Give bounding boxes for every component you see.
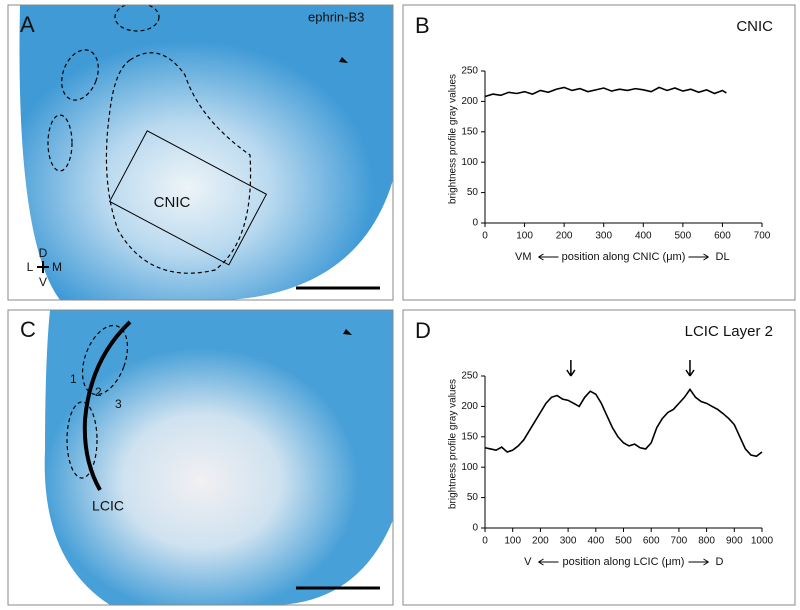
chart-title: LCIC Layer 2	[685, 323, 773, 340]
x-tick-label: 300	[595, 231, 612, 242]
x-tick-label: 200	[556, 231, 573, 242]
orient-l: L	[27, 260, 34, 274]
layer-label: 3	[115, 397, 122, 411]
x-tick-label: 0	[482, 231, 488, 242]
x-tick-label: 300	[560, 536, 577, 547]
x-tick-label: 100	[516, 231, 533, 242]
y-tick-label: 200	[461, 401, 478, 412]
x-tick-label: 800	[698, 536, 715, 547]
panel-a	[8, 5, 393, 300]
x-tick-label: 500	[675, 231, 692, 242]
arrow-left	[538, 253, 559, 261]
y-tick-label: 50	[467, 187, 479, 198]
x-tick-label: 100	[504, 536, 521, 547]
x-axis-label-left: V	[524, 556, 532, 568]
tissue	[19, 5, 393, 300]
y-tick-label: 100	[461, 157, 478, 168]
x-tick-label: 700	[671, 536, 688, 547]
x-axis-label-right: DL	[716, 251, 730, 263]
chart-title: CNIC	[736, 18, 773, 35]
region-label: LCIC	[92, 498, 124, 514]
y-axis-label: brightness profile gray values	[448, 379, 459, 509]
panel-label: C	[20, 317, 36, 342]
line	[484, 387, 763, 458]
x-tick-label: 700	[754, 231, 771, 242]
y-tick-label: 250	[461, 371, 478, 382]
y-tick-label: 50	[467, 492, 479, 503]
x-tick-label: 1000	[751, 536, 774, 547]
y-tick-label: 0	[472, 218, 478, 229]
y-tick-label: 150	[461, 431, 478, 442]
x-tick-label: 900	[726, 536, 743, 547]
region-label: CNIC	[154, 194, 191, 211]
annotation-arrow	[566, 360, 576, 377]
tissue	[44, 310, 393, 605]
annotation-arrow	[685, 360, 695, 377]
x-axis-label: position along LCIC (μm)	[563, 556, 685, 568]
layer-label: 2	[95, 385, 102, 399]
y-tick-label: 250	[461, 66, 478, 77]
y-tick-label: 150	[461, 126, 478, 137]
panel-label: D	[415, 318, 431, 343]
line	[484, 86, 727, 98]
panel-frame	[402, 4, 796, 301]
x-axis-label-left: VM	[515, 251, 532, 263]
y-axis-label: brightness profile gray values	[448, 74, 459, 204]
panel-frame	[402, 309, 796, 606]
x-tick-label: 200	[532, 536, 549, 547]
arrow-left	[538, 558, 559, 566]
y-tick-label: 200	[461, 96, 478, 107]
x-axis-label: position along CNIC (μm)	[562, 251, 686, 263]
arrow-right	[688, 253, 709, 261]
y-tick-label: 0	[472, 523, 478, 534]
x-tick-label: 0	[482, 536, 488, 547]
x-tick-label: 400	[587, 536, 604, 547]
marker-label: ephrin-B3	[308, 9, 364, 24]
layer-label: 1	[70, 372, 77, 386]
orient-m: M	[52, 260, 62, 274]
orient-v: V	[39, 275, 47, 289]
panel-label: B	[415, 13, 430, 38]
x-tick-label: 600	[714, 231, 731, 242]
x-tick-label: 500	[615, 536, 632, 547]
x-tick-label: 600	[643, 536, 660, 547]
panel-c	[8, 310, 393, 605]
y-tick-label: 100	[461, 462, 478, 473]
orient-d: D	[39, 246, 48, 260]
panel-label: A	[20, 12, 35, 37]
x-axis-label-right: D	[716, 556, 724, 568]
x-tick-label: 400	[635, 231, 652, 242]
arrow-right	[688, 558, 709, 566]
